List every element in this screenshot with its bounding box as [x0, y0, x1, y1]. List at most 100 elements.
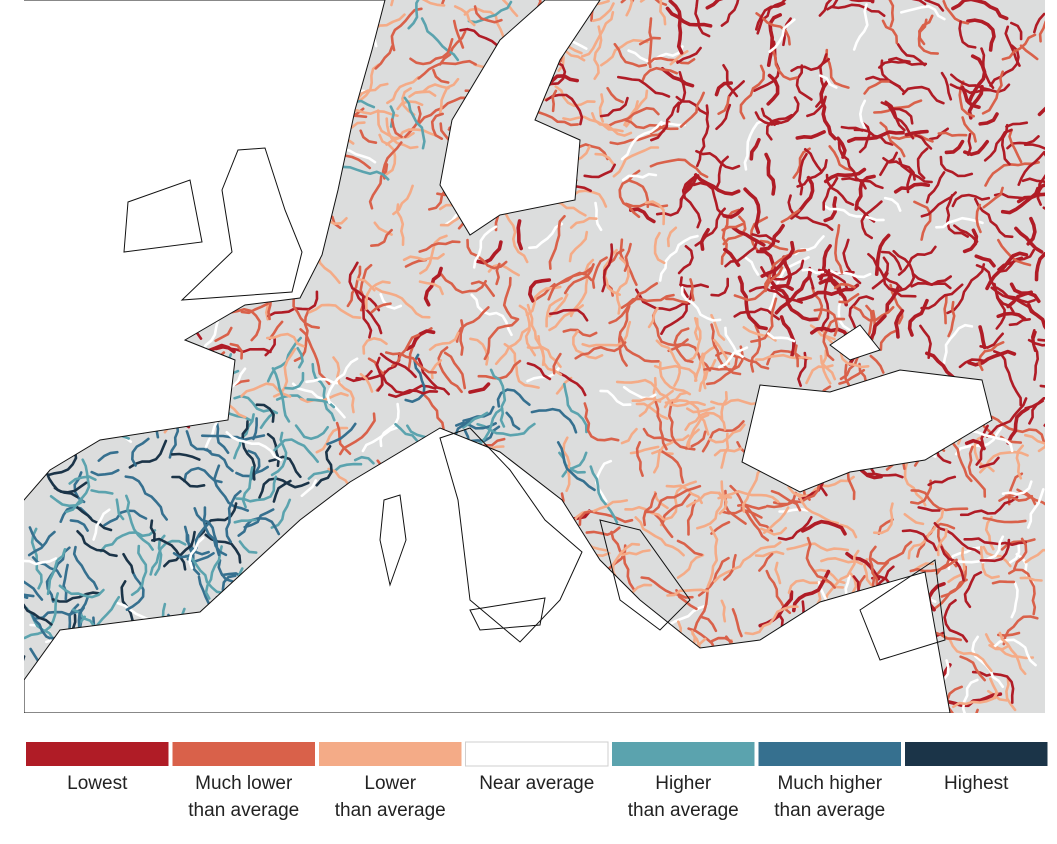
- river: [997, 256, 1024, 273]
- river: [1008, 128, 1023, 164]
- river: [871, 271, 889, 290]
- river: [369, 228, 393, 247]
- river: [778, 507, 809, 513]
- river: [184, 554, 226, 595]
- river: [1009, 21, 1023, 41]
- river: [943, 293, 948, 325]
- river: [552, 352, 562, 375]
- legend-label: than average: [188, 800, 299, 821]
- river: [928, 127, 950, 141]
- river: [947, 300, 956, 338]
- river: [1037, 338, 1045, 342]
- river: [359, 372, 374, 393]
- river: [818, 74, 838, 89]
- river: [381, 141, 403, 180]
- river: [1024, 433, 1045, 445]
- river: [90, 468, 120, 477]
- river: [998, 494, 1034, 502]
- river: [993, 638, 1037, 667]
- river: [437, 346, 463, 394]
- river: [795, 475, 855, 498]
- river: [739, 64, 766, 120]
- river: [967, 84, 984, 120]
- river: [428, 331, 460, 351]
- river: [675, 95, 708, 115]
- river: [708, 423, 746, 444]
- river: [722, 247, 741, 268]
- island: [439, 427, 583, 643]
- river: [469, 337, 490, 366]
- river: [241, 420, 256, 481]
- river: [394, 422, 419, 443]
- river: [903, 512, 925, 526]
- river: [635, 440, 644, 478]
- river: [115, 498, 125, 521]
- river: [663, 391, 689, 409]
- river: [701, 344, 718, 390]
- river: [974, 254, 996, 268]
- river: [901, 85, 945, 105]
- river: [732, 541, 782, 571]
- river: [1000, 183, 1045, 215]
- legend-label: than average: [628, 800, 739, 821]
- river: [1001, 480, 1033, 496]
- river: [404, 353, 426, 404]
- river: [483, 319, 519, 361]
- river: [30, 527, 43, 590]
- river: [720, 0, 740, 27]
- river: [890, 249, 916, 293]
- river: [362, 336, 388, 355]
- river: [695, 104, 710, 168]
- river: [759, 223, 785, 251]
- river: [186, 533, 201, 576]
- river: [296, 346, 304, 369]
- river: [880, 101, 915, 140]
- river: [419, 234, 448, 275]
- river: [353, 455, 375, 465]
- river: [960, 85, 981, 109]
- river: [718, 480, 728, 515]
- river: [803, 148, 823, 173]
- river: [903, 456, 927, 507]
- river: [661, 492, 692, 524]
- river: [545, 296, 564, 328]
- river: [750, 297, 778, 343]
- river: [801, 268, 825, 275]
- river: [839, 523, 858, 539]
- river: [865, 304, 874, 340]
- river: [453, 5, 476, 27]
- legend-label: than average: [774, 800, 885, 821]
- coastline: [829, 324, 881, 361]
- legend-label: Highest: [944, 773, 1009, 794]
- river: [578, 510, 634, 527]
- river: [756, 0, 787, 35]
- river: [378, 133, 397, 176]
- river: [917, 18, 940, 55]
- river: [608, 282, 659, 325]
- river: [610, 530, 635, 591]
- river: [255, 403, 275, 423]
- river: [818, 0, 875, 17]
- river: [852, 3, 869, 51]
- river: [569, 258, 595, 318]
- river: [676, 71, 687, 113]
- river: [863, 80, 890, 95]
- river: [826, 0, 839, 11]
- river: [820, 268, 831, 332]
- river: [591, 256, 608, 289]
- river: [438, 77, 460, 116]
- river: [749, 216, 769, 252]
- river: [592, 499, 629, 513]
- river: [1008, 317, 1031, 327]
- river: [440, 273, 488, 294]
- river: [988, 643, 1011, 651]
- river: [631, 397, 662, 403]
- river: [1026, 216, 1037, 246]
- river: [825, 173, 855, 206]
- river: [715, 103, 732, 131]
- river: [951, 691, 999, 709]
- river: [527, 278, 552, 303]
- river: [658, 234, 699, 282]
- river: [894, 308, 905, 339]
- river: [1000, 538, 1036, 551]
